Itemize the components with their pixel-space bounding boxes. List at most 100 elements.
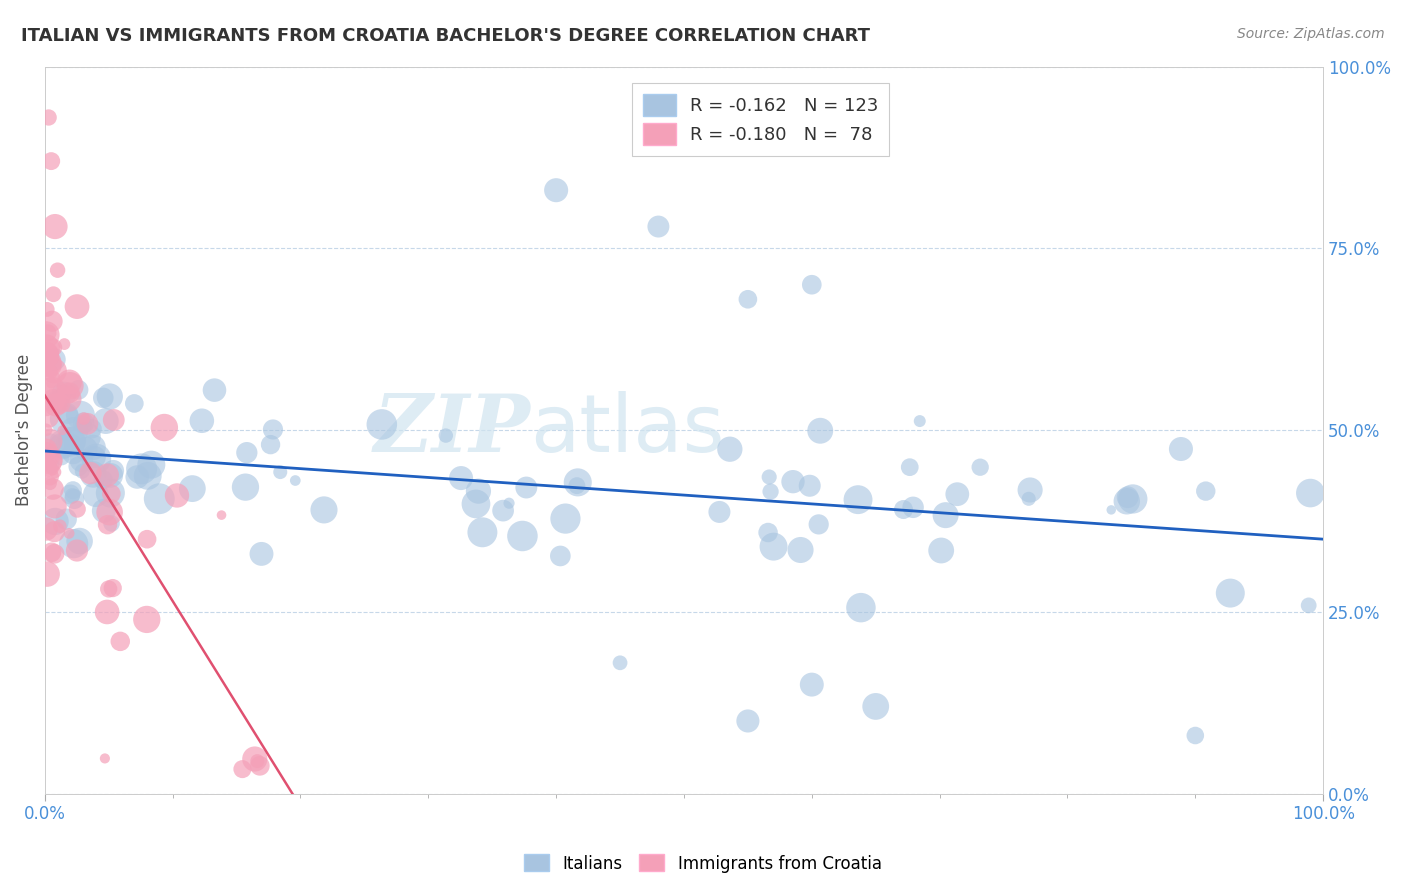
Point [37, 461, 59, 475]
Point [91, 391, 114, 405]
Point [82, 467, 104, 482]
Point [718, 442, 741, 457]
Point [935, 508, 957, 523]
Point [100, 468, 122, 483]
Point [250, 547, 273, 561]
Point [44, 547, 66, 561]
Point [91, 473, 114, 487]
Legend: R = -0.162   N = 123, R = -0.180   N =  78: R = -0.162 N = 123, R = -0.180 N = 78 [633, 83, 889, 156]
Point [38, 365, 60, 379]
Point [312, 503, 335, 517]
Point [231, 762, 253, 776]
Point [1018, 491, 1040, 506]
Point [62, 446, 84, 460]
Point [38, 358, 60, 372]
Text: ZIP: ZIP [374, 392, 530, 469]
Text: ITALIAN VS IMMIGRANTS FROM CROATIA BACHELOR'S DEGREE CORRELATION CHART: ITALIAN VS IMMIGRANTS FROM CROATIA BACHE… [21, 27, 870, 45]
Point [100, 516, 122, 531]
Point [69, 408, 91, 422]
Point [647, 219, 669, 234]
Point [38, 111, 60, 125]
Point [59, 487, 82, 501]
Point [35, 423, 58, 437]
Point [52, 436, 75, 450]
Point [96, 605, 118, 619]
Point [1298, 599, 1320, 613]
Point [1099, 503, 1122, 517]
Point [1195, 484, 1218, 499]
Point [567, 475, 589, 490]
Point [39, 476, 62, 491]
Point [98, 486, 121, 500]
Point [96, 517, 118, 532]
Point [101, 581, 124, 595]
Point [141, 458, 163, 472]
Point [98, 505, 121, 519]
Point [75, 442, 97, 456]
Point [35, 449, 58, 463]
Point [44, 515, 66, 529]
Point [471, 525, 494, 540]
Point [467, 484, 489, 499]
Point [846, 492, 869, 507]
Point [153, 420, 176, 434]
Point [73, 411, 96, 425]
Point [865, 699, 887, 714]
Point [37, 326, 59, 340]
Point [512, 529, 534, 543]
Legend: Italians, Immigrants from Croatia: Italians, Immigrants from Croatia [517, 847, 889, 880]
Point [75, 450, 97, 464]
Point [52, 387, 75, 401]
Point [849, 600, 872, 615]
Point [63, 424, 86, 438]
Point [60, 489, 83, 503]
Point [929, 543, 952, 558]
Point [39, 434, 62, 449]
Text: atlas: atlas [530, 391, 725, 469]
Point [465, 497, 488, 511]
Point [44, 500, 66, 514]
Point [1184, 729, 1206, 743]
Point [204, 383, 226, 397]
Point [371, 417, 394, 432]
Point [807, 517, 830, 532]
Point [103, 413, 125, 427]
Point [893, 502, 915, 516]
Point [550, 549, 572, 563]
Point [82, 441, 104, 455]
Point [609, 656, 631, 670]
Point [37, 302, 59, 317]
Point [1170, 442, 1192, 456]
Point [66, 543, 89, 558]
Point [42, 287, 65, 301]
Point [249, 759, 271, 773]
Point [44, 352, 66, 367]
Point [53, 412, 76, 426]
Point [55, 512, 77, 526]
Point [42, 482, 65, 496]
Point [808, 424, 831, 438]
Point [969, 460, 991, 475]
Point [269, 465, 291, 479]
Point [131, 462, 153, 476]
Point [44, 364, 66, 378]
Point [41, 463, 63, 477]
Point [901, 500, 924, 515]
Point [59, 378, 82, 392]
Point [898, 460, 921, 475]
Point [41, 458, 63, 473]
Point [756, 525, 779, 540]
Point [554, 511, 576, 525]
Text: Source: ZipAtlas.com: Source: ZipAtlas.com [1237, 27, 1385, 41]
Point [35, 341, 58, 355]
Point [103, 464, 125, 478]
Point [946, 487, 969, 501]
Point [49, 396, 72, 410]
Point [39, 376, 62, 391]
Point [262, 422, 284, 436]
Point [782, 475, 804, 489]
Point [66, 502, 89, 516]
Point [236, 445, 259, 459]
Point [799, 479, 821, 493]
Point [284, 474, 307, 488]
